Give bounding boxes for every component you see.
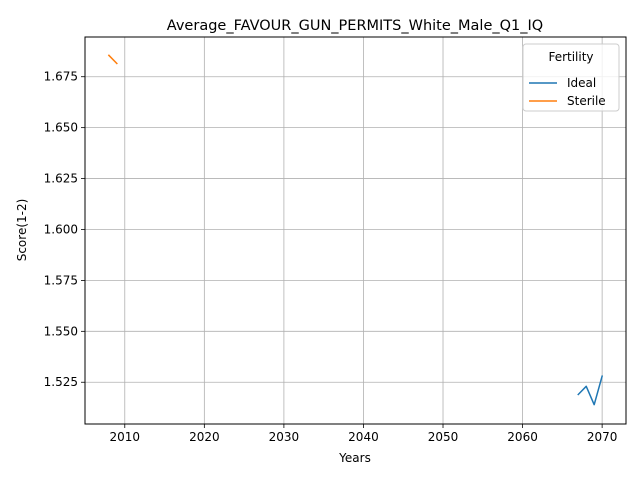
legend-title: Fertility xyxy=(548,50,593,64)
y-tick-label: 1.575 xyxy=(44,273,78,287)
y-axis-ticks: 1.525 1.550 1.575 1.600 1.625 1.650 1.675 xyxy=(44,70,85,389)
y-tick-label: 1.600 xyxy=(44,222,78,236)
x-tick-label: 2010 xyxy=(110,430,141,444)
x-tick-label: 2040 xyxy=(348,430,379,444)
x-tick-label: 2070 xyxy=(587,430,618,444)
series-line-sterile xyxy=(107,54,118,65)
y-tick-label: 1.525 xyxy=(44,375,78,389)
legend: Fertility Ideal Sterile xyxy=(522,43,620,112)
y-tick-label: 1.650 xyxy=(44,121,78,135)
x-axis-label: Years xyxy=(338,451,371,465)
y-tick-label: 1.675 xyxy=(44,70,78,84)
x-axis-ticks: 2010 2020 2030 2040 2050 2060 2070 xyxy=(110,424,618,444)
plot-frame xyxy=(84,36,627,425)
x-tick-label: 2060 xyxy=(507,430,538,444)
x-tick-label: 2030 xyxy=(269,430,300,444)
y-tick-label: 1.625 xyxy=(44,172,78,186)
x-tick-label: 2050 xyxy=(428,430,459,444)
x-tick-label: 2020 xyxy=(189,430,220,444)
y-tick-label: 1.550 xyxy=(44,324,78,338)
legend-label-ideal: Ideal xyxy=(567,76,596,90)
legend-label-sterile: Sterile xyxy=(567,94,606,108)
chart-title: Average_FAVOUR_GUN_PERMITS_White_Male_Q1… xyxy=(167,18,543,34)
y-axis-label: Score(1-2) xyxy=(15,199,29,262)
series-line-ideal xyxy=(577,375,604,406)
legend-box xyxy=(522,43,620,112)
series-lines xyxy=(107,54,604,406)
grid xyxy=(85,37,626,424)
